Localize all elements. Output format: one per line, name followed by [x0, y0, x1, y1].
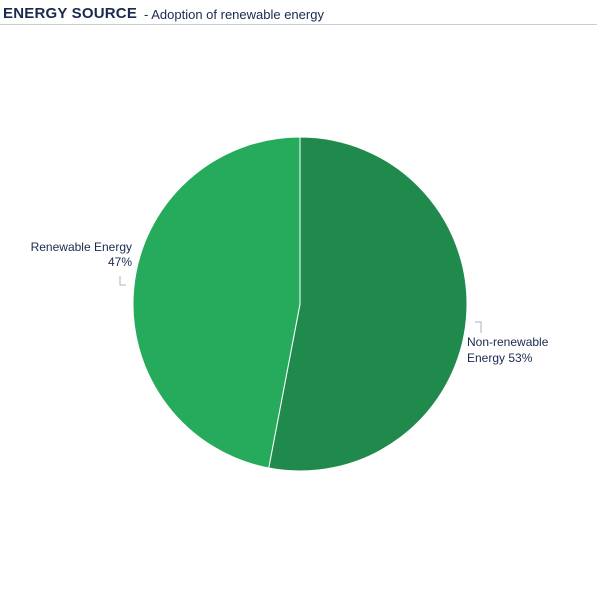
renewable-label-line2: 47%: [108, 255, 132, 269]
pie-slice-renewable-energy: [132, 136, 301, 469]
pie-slice-non-renewable-energy: [268, 136, 468, 472]
non-renewable-leader-line: [475, 321, 482, 333]
non-renewable-label-line1: Non-renewable: [467, 335, 549, 349]
renewable-label-line1: Renewable Energy: [31, 240, 132, 254]
chart-header: ENERGY SOURCE - Adoption of renewable en…: [0, 0, 597, 25]
non-renewable-label-line2: Energy 53%: [467, 351, 533, 365]
renewable-leader-line: [119, 276, 126, 286]
chart-subtitle: - Adoption of renewable energy: [144, 7, 324, 22]
pie-slices: [132, 136, 468, 472]
chart-title: ENERGY SOURCE: [3, 5, 138, 22]
